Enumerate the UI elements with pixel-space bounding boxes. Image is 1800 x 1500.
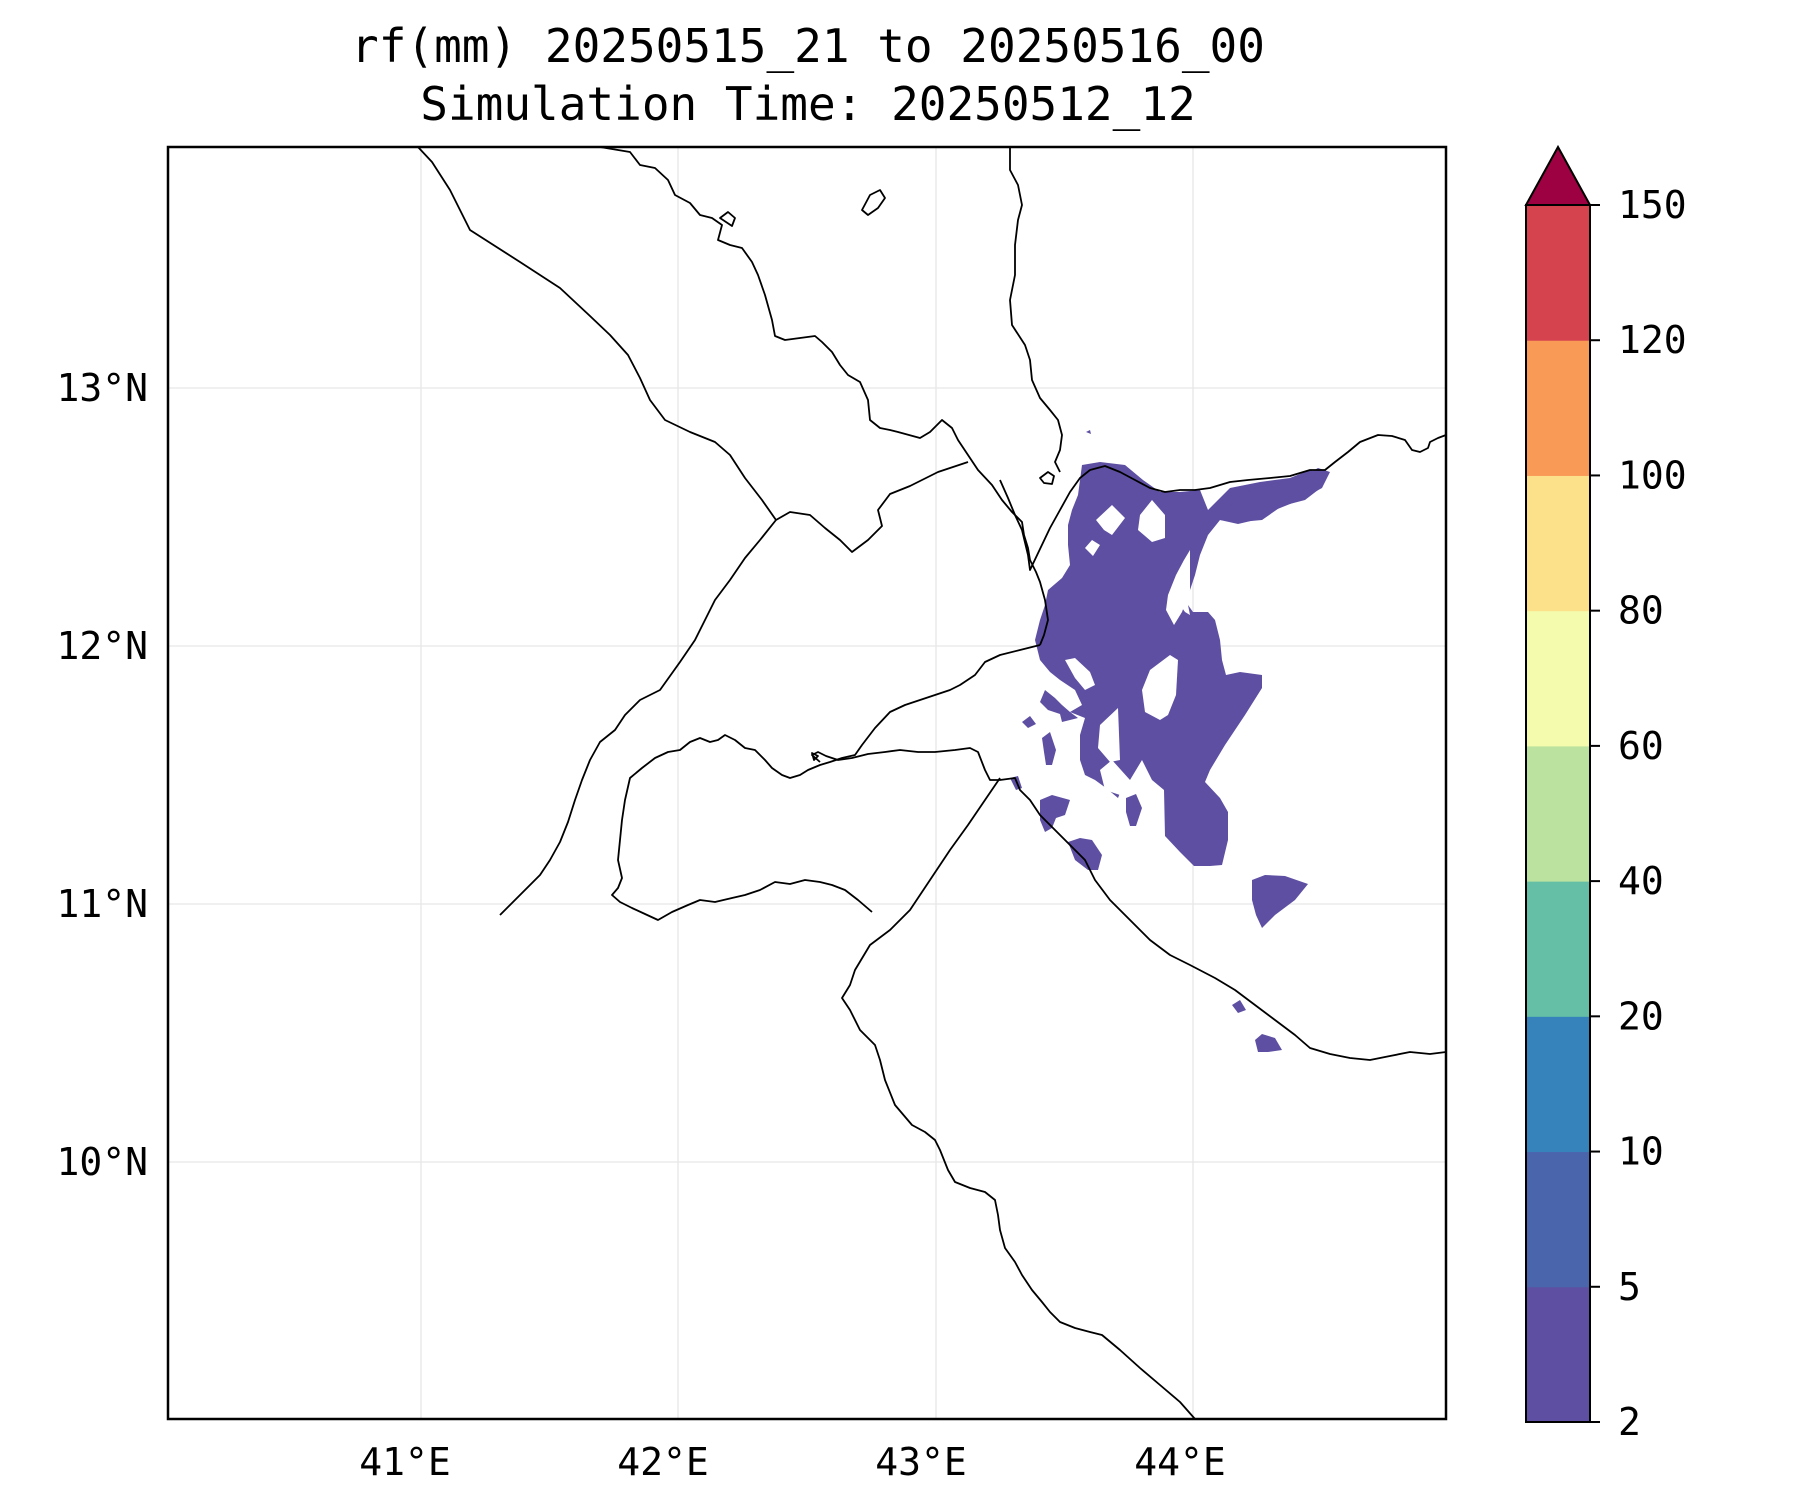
rain-cell-b [1042,732,1056,765]
rain-cell-h [1232,1000,1246,1013]
eritrea-coast [599,146,1049,646]
colorbar-tick-label: 2 [1618,1400,1641,1444]
djibouti-coast [611,644,1041,921]
lon-axis: 41°E 42°E 43°E 44°E [359,1440,1226,1484]
rain-hole-1 [1096,505,1125,535]
map-background [168,147,1446,1419]
lat-tick-label: 13°N [56,366,148,410]
map-panel [166,145,1448,1421]
rain-hole-7 [1100,760,1140,795]
colorbar-bin [1526,1151,1590,1288]
rain-cell-g [1252,875,1308,928]
map-frame [166,145,1448,1421]
rain-hole-3 [1166,550,1190,625]
island-1 [861,189,886,216]
map-title: rf(mm) 20250515_21 to 20250516_00 [351,19,1265,73]
lat-tick-label: 11°N [56,882,148,926]
colorbar-frame [1525,204,1591,1423]
colorbar-tick-label: 120 [1618,318,1687,362]
colorbar-bin [1526,610,1590,747]
border-djibouti-south [841,777,1196,1420]
colorbar-bin [1526,745,1590,882]
lon-tick-label: 42°E [617,1440,709,1484]
colorbar-bin [1526,340,1590,476]
yemen-coast [999,434,1447,571]
lon-tick-label: 44°E [1134,1440,1226,1484]
rain-cell-i [1255,1034,1282,1052]
rain-cell-j [1086,430,1091,434]
rainfall-field [1010,430,1330,1052]
rain-hole-6 [1098,708,1120,762]
colorbar-tick-label: 10 [1618,1130,1664,1174]
rain-hole-5 [1142,655,1178,720]
colorbar-tick-label: 60 [1618,724,1664,768]
lon-tick-label: 43°E [875,1440,967,1484]
colorbar-tick-label: 80 [1618,589,1664,633]
colorbar-bin [1526,1286,1590,1423]
colorbar-tick-label: 100 [1618,453,1687,497]
colorbar: 2 5 10 20 40 60 80 100 120 150 [1524,144,1687,1444]
border-ethiopia-eritrea [417,146,777,521]
colorbar-bin [1526,475,1590,612]
yemen-inland-line [1009,147,1063,473]
rain-cell-e [1126,794,1142,826]
colorbar-tick-label: 5 [1618,1265,1641,1309]
colorbar-bin [1526,205,1590,341]
map-subtitle: Simulation Time: 20250512_12 [420,77,1195,131]
rain-area-east-band [1220,468,1330,524]
island-3 [719,211,736,227]
rain-cell-a [1022,716,1036,728]
island-4 [811,752,819,761]
lat-tick-label: 12°N [56,624,148,668]
rain-hole-2 [1138,500,1165,542]
rain-cell-f [1068,838,1102,870]
lon-tick-label: 41°E [359,1440,451,1484]
eritrea-inland-border [499,461,969,916]
gridlines [168,147,1446,1419]
lat-tick-label: 10°N [56,1140,148,1184]
colorbar-bin [1526,1016,1590,1153]
lat-axis: 13°N 12°N 11°N 10°N [56,366,148,1184]
rain-hole-4 [1065,658,1095,690]
djibouti-gulf-south [811,747,1447,1061]
colorbar-bin [1526,881,1590,1017]
island-2 [1039,471,1055,485]
coastlines [417,146,1447,1420]
colorbar-extend-arrow [1524,144,1592,206]
colorbar-tick-label: 150 [1618,183,1687,227]
colorbar-tick-label: 40 [1618,859,1664,903]
colorbar-tick-label: 20 [1618,994,1664,1038]
